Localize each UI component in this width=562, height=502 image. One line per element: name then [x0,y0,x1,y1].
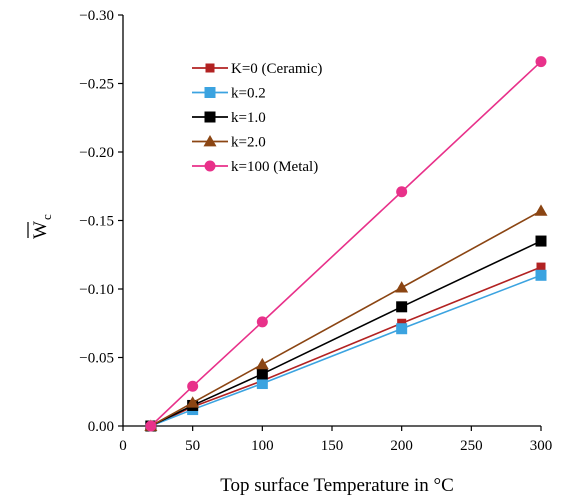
data-point [395,281,409,293]
series-line [150,240,542,427]
data-point [186,396,200,408]
legend-label: k=100 (Metal) [231,159,318,175]
legend-marker [204,87,216,98]
x-tick-label: 0 [119,438,127,454]
y-axis-title-subscript: c [39,214,54,220]
series-line [150,274,542,427]
legend-entry: K=0 (Ceramic) [192,61,322,77]
y-tick-label: −0.20 [79,145,114,161]
data-point [145,420,157,432]
data-point [534,204,548,216]
data-point [396,323,408,335]
y-tick-label: −0.05 [79,351,114,367]
series-line [150,266,542,427]
series-4 [145,56,547,432]
legend-marker [203,135,217,147]
x-tick-label: 250 [460,438,483,454]
x-tick-label: 100 [251,438,274,454]
legend-entry: k=100 (Metal) [192,159,318,175]
x-tick-label: 50 [185,438,200,454]
data-point [256,316,268,328]
series-1 [145,269,547,432]
y-tick-label: −0.30 [79,8,114,24]
x-tick-label: 200 [390,438,413,454]
x-axis-title: Top surface Temperature in °C [220,475,454,496]
data-point [535,269,547,281]
legend-entry: k=0.2 [192,86,266,102]
series [144,56,548,432]
legend-marker [204,160,216,172]
legend-entry: k=1.0 [192,110,266,126]
axes [122,15,541,427]
data-point [535,56,547,68]
series-3 [144,204,548,431]
y-tick-label: −0.25 [79,77,114,93]
y-tick-label: 0.00 [88,419,114,435]
x-tick-label: 300 [530,438,553,454]
legend: K=0 (Ceramic) k=0.2 k=1.0 k=2.0 k=100 (Metal… [192,61,322,175]
data-point [256,368,268,380]
ticks: 0 50 100 150 200 250 300 0.00 −0.05 −0.10 −0.15 −0.… [79,8,552,454]
data-point [256,378,268,390]
data-point [255,357,269,370]
legend-marker [204,111,216,123]
legend-label: k=1.0 [231,110,266,126]
data-point [187,380,199,392]
legend-marker [205,63,215,73]
data-point [535,235,547,247]
y-tick-label: −0.15 [79,214,114,230]
y-tick-label: −0.10 [79,282,114,298]
data-point [536,262,546,272]
y-axis-title: W c [27,214,54,239]
legend-label: K=0 (Ceramic) [231,61,322,77]
legend-label: k=2.0 [231,135,266,151]
y-axis-title-main: W [30,221,51,239]
data-point [396,301,408,313]
legend-label: k=0.2 [231,86,266,102]
x-tick-label: 150 [321,438,344,454]
data-point [396,186,408,198]
legend-entry: k=2.0 [192,135,266,151]
